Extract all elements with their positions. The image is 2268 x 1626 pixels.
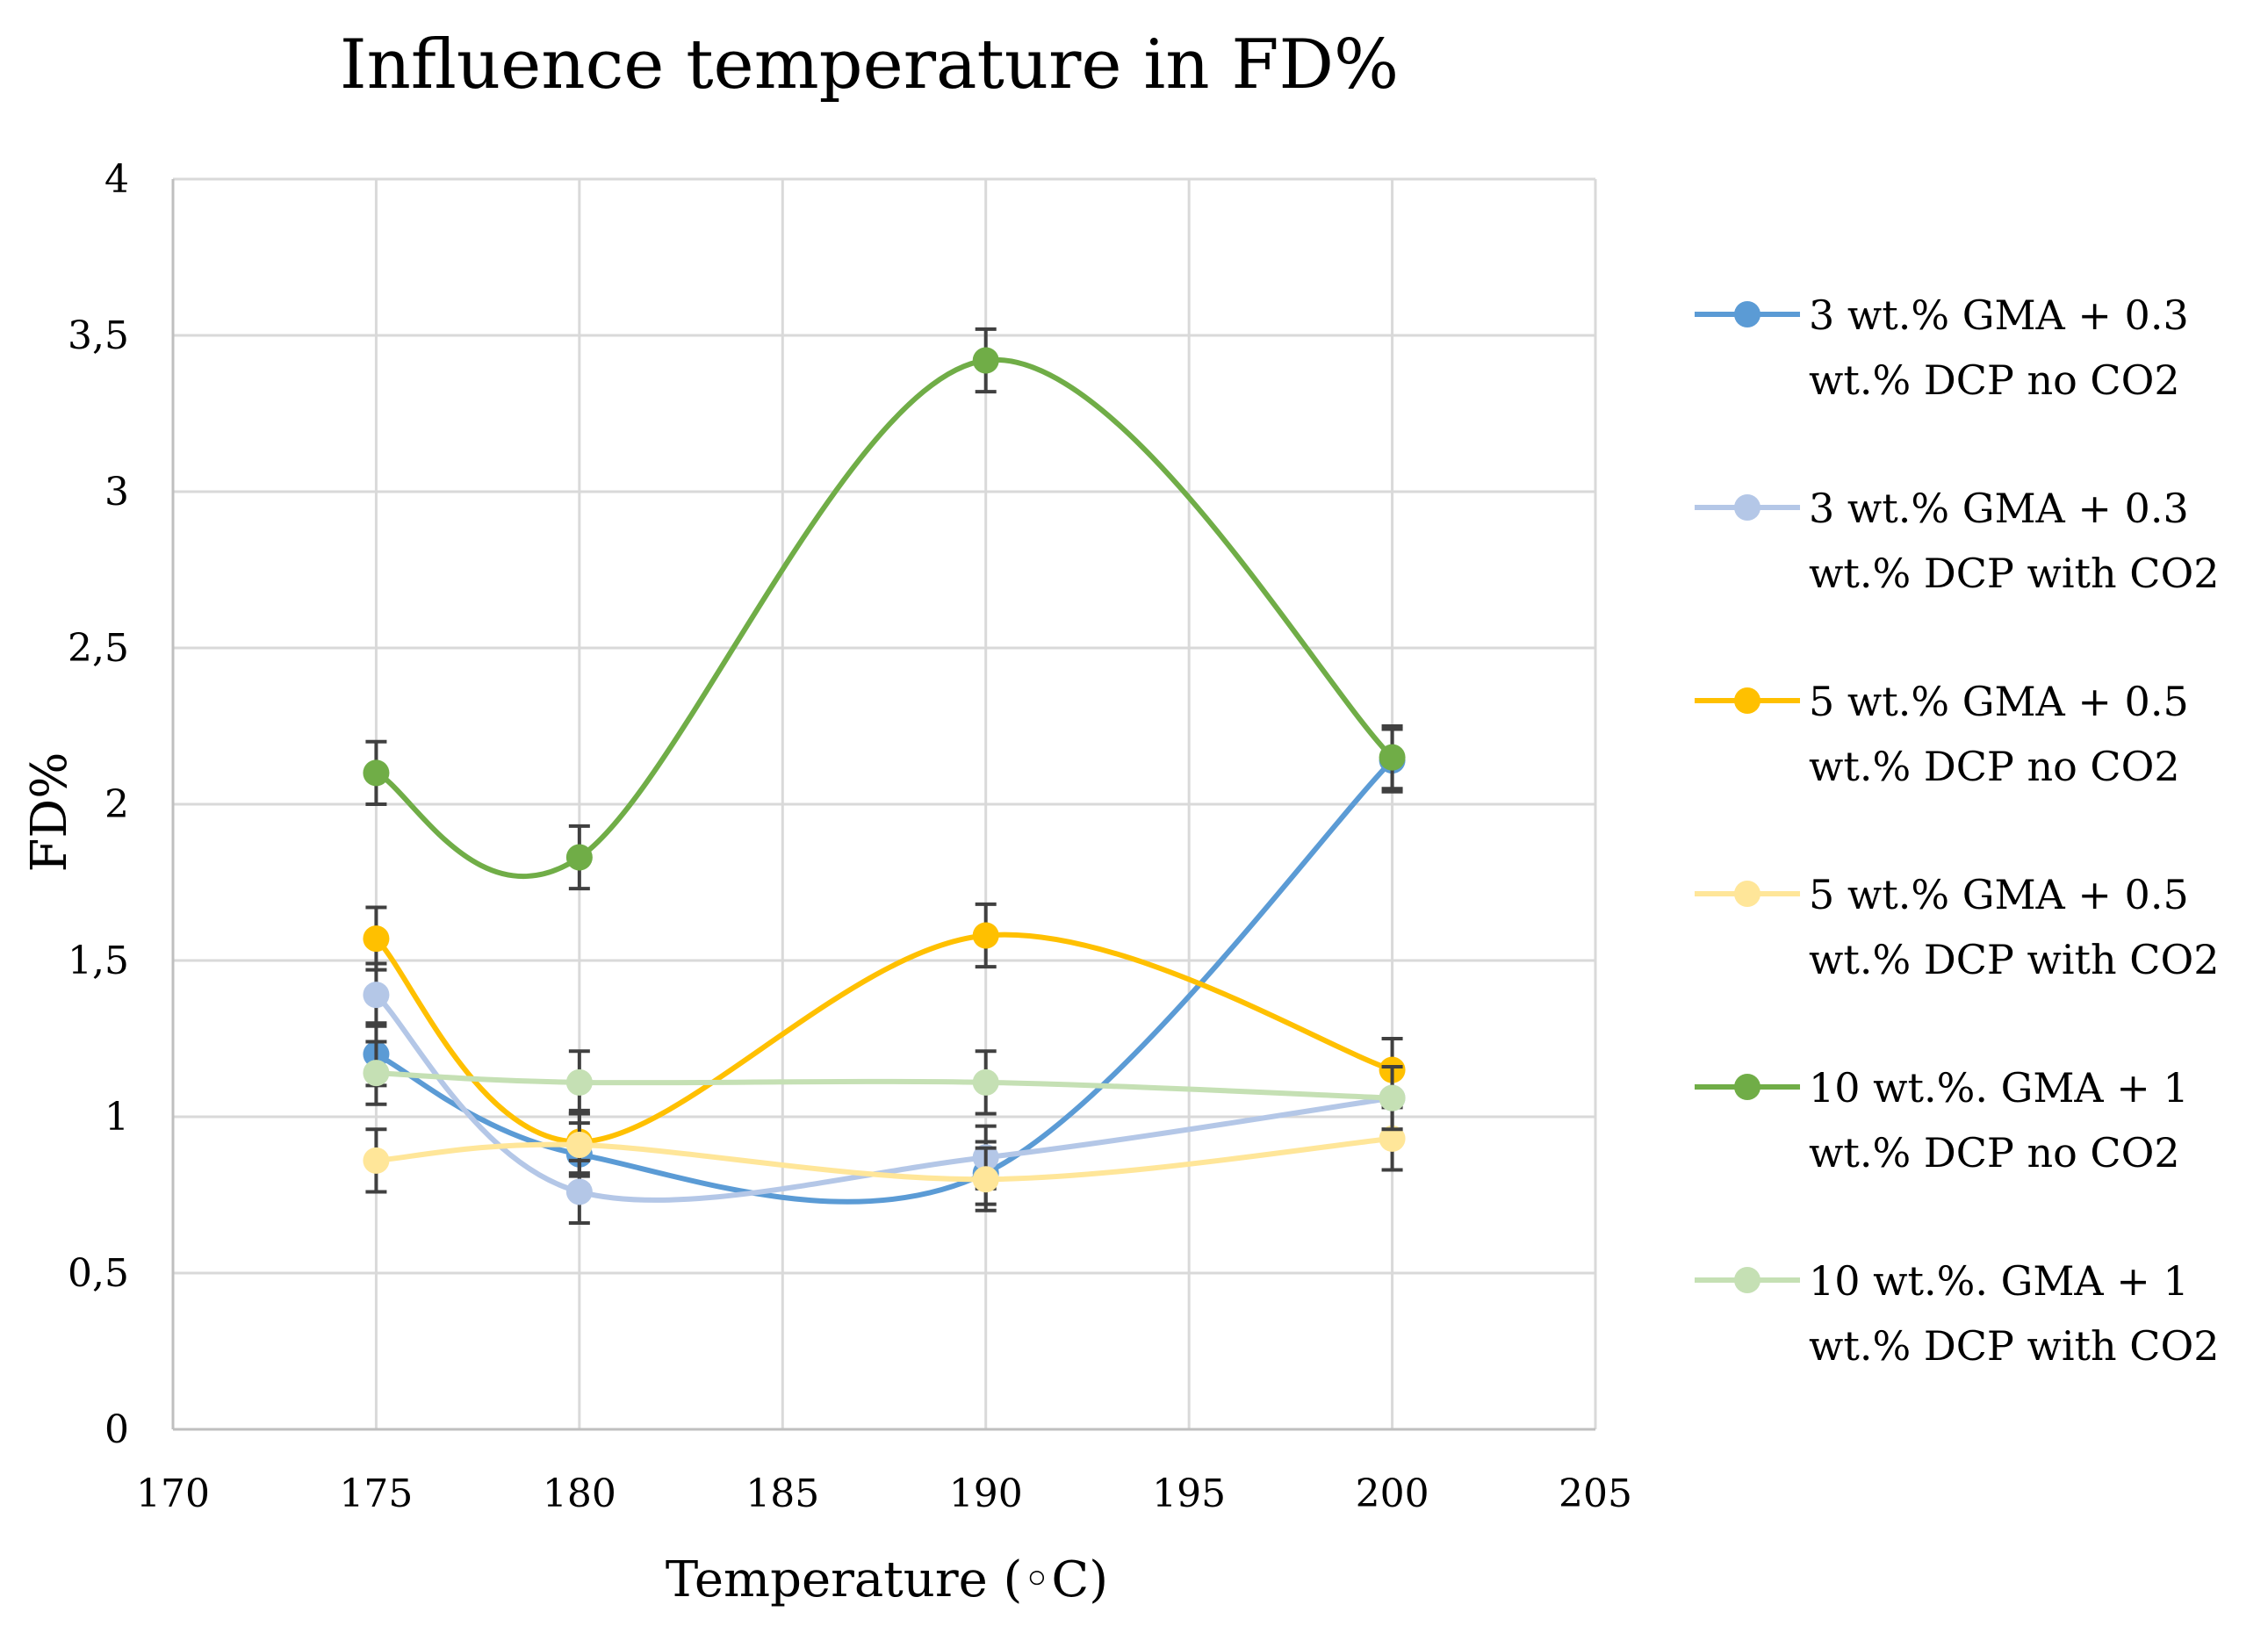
x-tick-label: 170 bbox=[136, 1471, 210, 1516]
data-point bbox=[363, 1060, 390, 1087]
data-point bbox=[1379, 1084, 1406, 1112]
series-line bbox=[375, 357, 1394, 880]
data-point bbox=[1379, 744, 1406, 771]
legend-swatch-marker bbox=[1734, 1074, 1760, 1100]
chart-title: Influence temperature in FD% bbox=[340, 25, 1399, 104]
y-tick-label: 2 bbox=[104, 782, 129, 827]
legend-label: 3 wt.% GMA + 0.3 bbox=[1809, 291, 2189, 339]
legend-label: 3 wt.% GMA + 0.3 bbox=[1809, 485, 2189, 532]
data-point bbox=[972, 347, 999, 374]
series-3 bbox=[363, 902, 1406, 1176]
y-tick-label: 4 bbox=[104, 157, 129, 202]
data-point bbox=[972, 1068, 999, 1096]
series-line bbox=[376, 1070, 1393, 1101]
data-point bbox=[363, 982, 390, 1009]
legend-swatch-marker bbox=[1734, 1267, 1760, 1293]
legend-entry: 10 wt.%. GMA + 1 wt.% DCP no CO2 bbox=[1695, 1064, 2189, 1176]
legend-entry: 3 wt.% GMA + 0.3 wt.% DCP with CO2 bbox=[1695, 485, 2219, 597]
data-point bbox=[565, 1178, 593, 1205]
legend-label: wt.% DCP with CO2 bbox=[1809, 936, 2219, 983]
legend-label: 10 wt.%. GMA + 1 bbox=[1809, 1064, 2189, 1112]
series-line bbox=[374, 932, 1393, 1145]
legend-entry: 5 wt.% GMA + 0.5 wt.% DCP no CO2 bbox=[1695, 678, 2189, 790]
data-point bbox=[565, 1068, 593, 1096]
legend-label: 5 wt.% GMA + 0.5 bbox=[1809, 871, 2189, 918]
series-1 bbox=[363, 727, 1406, 1206]
data-point bbox=[1379, 1125, 1406, 1152]
x-axis-label: Temperature (◦C) bbox=[666, 1551, 1108, 1608]
y-tick-label: 2,5 bbox=[68, 626, 129, 671]
x-tick-label: 205 bbox=[1559, 1471, 1632, 1516]
y-tick-label: 0 bbox=[104, 1407, 129, 1452]
data-point bbox=[972, 1166, 999, 1193]
legend-label: wt.% DCP with CO2 bbox=[1809, 550, 2219, 597]
x-tick-label: 185 bbox=[745, 1471, 819, 1516]
data-point bbox=[363, 925, 390, 953]
legend-entry: 3 wt.% GMA + 0.3 wt.% DCP no CO2 bbox=[1695, 291, 2189, 404]
series-6 bbox=[363, 1040, 1406, 1132]
legend-label: wt.% DCP no CO2 bbox=[1809, 743, 2180, 790]
legend-swatch-marker bbox=[1734, 881, 1760, 907]
x-tick-label: 195 bbox=[1152, 1471, 1226, 1516]
y-tick-label: 1 bbox=[104, 1095, 129, 1140]
x-tick-label: 200 bbox=[1356, 1471, 1429, 1516]
legend-swatch-marker bbox=[1734, 301, 1760, 327]
series-line bbox=[374, 993, 1393, 1203]
series-line bbox=[375, 759, 1394, 1205]
data-point bbox=[565, 844, 593, 871]
series-5 bbox=[363, 327, 1406, 891]
axes: 170 175 180 185 190 195 200 205 0 0,5 1 1,5 2 2,5 3 3,5… bbox=[68, 157, 1632, 1516]
legend-swatch-marker bbox=[1734, 494, 1760, 521]
x-tick-label: 175 bbox=[339, 1471, 413, 1516]
data-point bbox=[565, 1132, 593, 1159]
legend-label: wt.% DCP with CO2 bbox=[1809, 1322, 2219, 1370]
x-tick-label: 180 bbox=[543, 1471, 616, 1516]
y-tick-label: 3 bbox=[104, 470, 129, 514]
legend-entry: 10 wt.%. GMA + 1 wt.% DCP with CO2 bbox=[1695, 1257, 2219, 1370]
data-point bbox=[363, 1147, 390, 1174]
legend-label: wt.% DCP no CO2 bbox=[1809, 356, 2180, 404]
y-tick-label: 1,5 bbox=[68, 939, 129, 983]
legend-label: 5 wt.% GMA + 0.5 bbox=[1809, 678, 2189, 725]
data-point bbox=[972, 922, 999, 949]
y-tick-label: 0,5 bbox=[68, 1251, 129, 1296]
legend-label: wt.% DCP no CO2 bbox=[1809, 1129, 2180, 1176]
series-line bbox=[376, 1135, 1393, 1183]
legend-label: 10 wt.%. GMA + 1 bbox=[1809, 1257, 2189, 1305]
data-point bbox=[363, 759, 390, 787]
x-tick-label: 190 bbox=[949, 1471, 1023, 1516]
plot-area bbox=[363, 327, 1406, 1226]
y-axis-label: FD% bbox=[21, 752, 78, 873]
legend-swatch-marker bbox=[1734, 687, 1760, 714]
y-tick-label: 3,5 bbox=[68, 313, 129, 358]
legend-entry: 5 wt.% GMA + 0.5 wt.% DCP with CO2 bbox=[1695, 871, 2219, 983]
